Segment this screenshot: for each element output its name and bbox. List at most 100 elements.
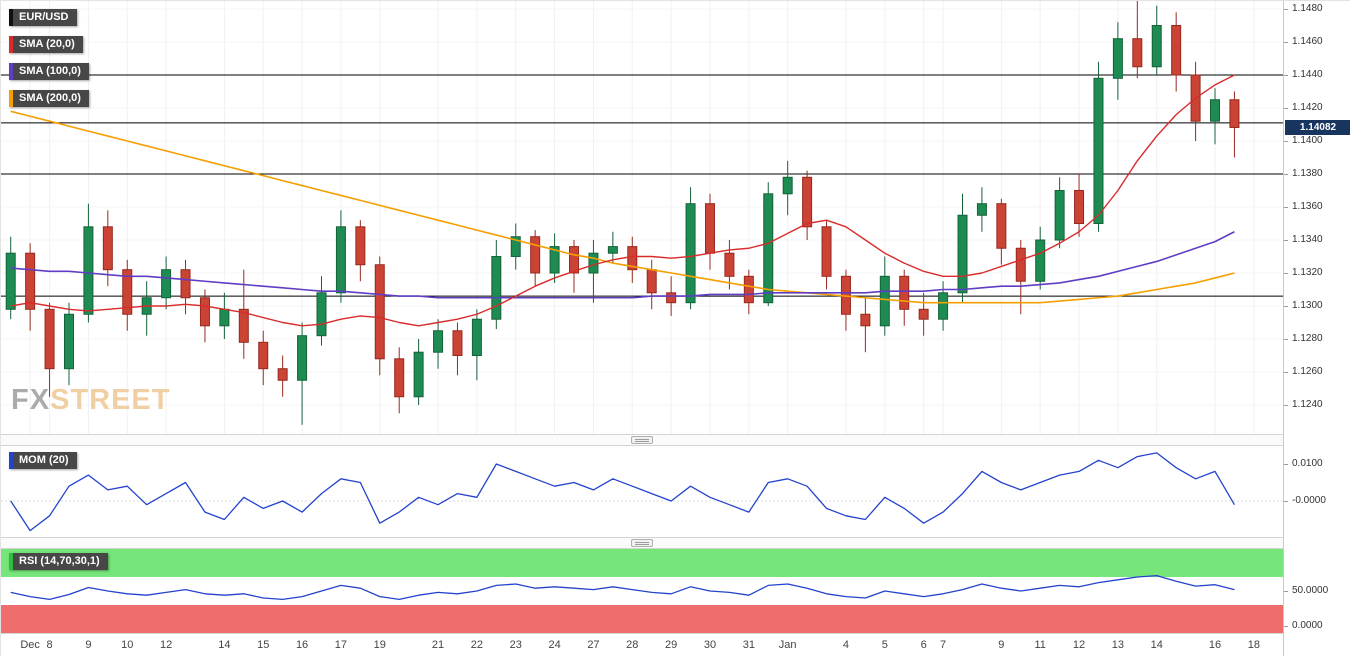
time-axis-label: 28	[626, 639, 639, 651]
candle[interactable]	[976, 187, 987, 232]
candle[interactable]	[938, 281, 949, 331]
candle[interactable]	[161, 256, 172, 310]
candle[interactable]	[44, 302, 55, 397]
panel-separator[interactable]	[1, 537, 1283, 549]
candle[interactable]	[219, 292, 230, 339]
candle[interactable]	[5, 236, 16, 320]
momentum-line	[10, 452, 1236, 532]
candle[interactable]	[821, 220, 832, 290]
candle-body	[102, 226, 113, 271]
candle[interactable]	[530, 230, 541, 287]
candle[interactable]	[141, 281, 152, 336]
candle[interactable]	[433, 319, 444, 369]
candle[interactable]	[1210, 88, 1221, 145]
candle-body	[471, 318, 482, 357]
candle[interactable]	[588, 240, 599, 303]
candle-body	[413, 351, 424, 398]
indicator-label: EUR/USD	[19, 11, 69, 23]
candle[interactable]	[743, 269, 754, 315]
time-axis[interactable]: Dec 8 9 10 12 14 15 16 17 19 21 22 23 24 27 28 29 30 31 Jan…	[1, 633, 1283, 656]
candle[interactable]	[471, 309, 482, 381]
fxstreet-watermark: FXSTREET	[11, 384, 170, 417]
rsi-chart[interactable]	[1, 549, 1283, 633]
candle[interactable]	[63, 302, 74, 386]
candle[interactable]	[918, 292, 929, 336]
candle[interactable]	[258, 330, 269, 386]
candle-body	[1093, 77, 1104, 224]
candle-body	[646, 269, 657, 294]
price-tick-label: 1.1420	[1284, 102, 1323, 114]
candle[interactable]	[685, 187, 696, 310]
candle-body	[1132, 38, 1143, 68]
candle[interactable]	[782, 160, 793, 216]
candle[interactable]	[1035, 226, 1046, 290]
candle-body	[860, 313, 871, 327]
candle[interactable]	[1093, 61, 1104, 232]
price-tick-label: 1.1260	[1284, 366, 1323, 378]
candle[interactable]	[394, 347, 405, 414]
candle[interactable]	[83, 203, 94, 323]
momentum-tick-label: 0.0100	[1284, 458, 1323, 470]
candle-body	[899, 275, 910, 310]
candle[interactable]	[491, 240, 502, 330]
candle[interactable]	[646, 259, 657, 310]
candle-body	[238, 308, 249, 343]
price-tick-label: 1.1460	[1284, 36, 1323, 48]
candle[interactable]	[840, 269, 851, 331]
candle[interactable]	[957, 193, 968, 303]
candle-body	[1112, 38, 1123, 79]
candle[interactable]	[724, 240, 735, 290]
candle-body	[297, 335, 308, 381]
candle[interactable]	[899, 269, 910, 326]
candle-body	[1054, 190, 1065, 241]
candle[interactable]	[627, 236, 638, 283]
candle[interactable]	[1171, 12, 1182, 92]
candle[interactable]	[879, 256, 890, 336]
candle[interactable]	[607, 231, 618, 264]
candle[interactable]	[1112, 22, 1123, 100]
candle[interactable]	[1074, 174, 1085, 237]
candle[interactable]	[25, 243, 36, 331]
candle[interactable]	[199, 289, 210, 343]
axis-tick-text: 1.1240	[1292, 399, 1323, 410]
candle[interactable]	[996, 198, 1007, 265]
axis-tick-mark	[1284, 372, 1288, 373]
candle[interactable]	[1151, 5, 1162, 75]
momentum-panel: MOM (20)	[1, 446, 1283, 537]
axis-tick-text: 0.0000	[1292, 620, 1323, 631]
candle[interactable]	[335, 210, 346, 303]
panel-separator[interactable]	[1, 434, 1283, 446]
candle[interactable]	[1015, 240, 1026, 315]
candle[interactable]	[374, 256, 385, 376]
price-axis[interactable]: 1.1480 1.1460 1.1440 1.1420 1.1400 1.1380 1.13…	[1283, 1, 1350, 656]
candle[interactable]	[316, 276, 327, 346]
candle[interactable]	[1132, 1, 1143, 79]
rsi-overbought-band	[1, 549, 1283, 577]
candle[interactable]	[802, 170, 813, 240]
candle[interactable]	[413, 339, 424, 405]
candle[interactable]	[452, 322, 463, 376]
axis-tick-mark	[1284, 591, 1288, 592]
axis-tick-text: 1.1280	[1292, 333, 1323, 344]
candle[interactable]	[860, 297, 871, 353]
candle[interactable]	[122, 259, 133, 331]
candle[interactable]	[180, 259, 191, 315]
candle[interactable]	[1229, 91, 1240, 158]
candle[interactable]	[1054, 177, 1065, 249]
candle[interactable]	[510, 223, 521, 270]
candle[interactable]	[549, 233, 560, 283]
candle[interactable]	[102, 210, 113, 287]
candle[interactable]	[763, 182, 774, 306]
candle[interactable]	[277, 355, 288, 397]
candle[interactable]	[355, 220, 366, 282]
candle[interactable]	[704, 193, 715, 270]
panel-resize-handle-icon[interactable]	[631, 436, 653, 444]
main-price-chart[interactable]	[1, 1, 1283, 434]
candle[interactable]	[297, 322, 308, 425]
axis-tick-mark	[1284, 464, 1288, 465]
panel-resize-handle-icon[interactable]	[631, 539, 653, 547]
candle-body	[743, 275, 754, 304]
candle[interactable]	[569, 240, 580, 293]
momentum-chart[interactable]	[1, 446, 1283, 537]
candle[interactable]	[238, 269, 249, 359]
